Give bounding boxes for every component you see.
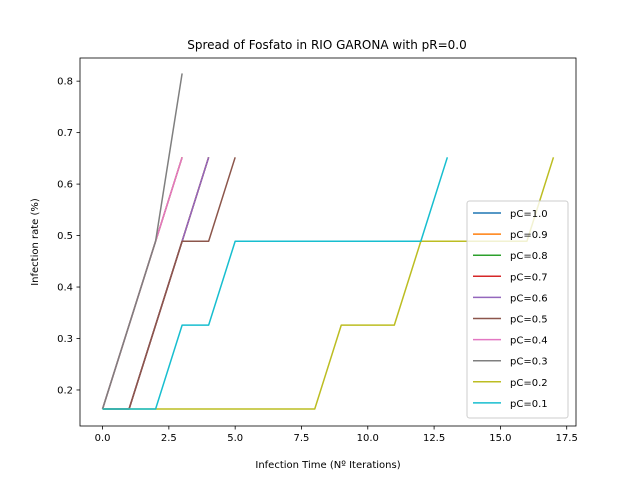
x-tick-label: 10.0 [357,433,379,444]
x-tick-label: 5.0 [227,433,243,444]
x-tick-label: 7.5 [294,433,310,444]
legend-label: pC=0.7 [510,272,548,283]
series-line-2 [102,157,210,410]
x-tick-label: 0.0 [95,433,111,444]
series-line-5 [102,157,236,410]
x-axis-label: Infection Time (Nº Iterations) [255,460,400,471]
series-line-9 [102,157,449,410]
legend-label: pC=0.9 [510,230,548,241]
y-tick-label: 0.4 [57,283,73,294]
legend-label: pC=0.3 [510,357,548,368]
legend-label: pC=0.2 [510,378,548,389]
x-axis: 0.0 2.5 5.0 7.5 10.0 12.5 15.0 17.5 [95,426,578,444]
legend-label: pC=0.8 [510,251,548,262]
y-tick-label: 0.7 [57,128,73,139]
legend-label: pC=0.1 [510,399,548,410]
x-tick-label: 15.0 [489,433,511,444]
series-line-4 [102,157,210,410]
y-tick-label: 0.8 [57,77,73,88]
series-line-7 [101,73,183,410]
y-axis: 0.2 0.3 0.4 0.5 0.6 0.7 0.8 [57,77,80,396]
legend-label: pC=1.0 [510,209,548,220]
x-tick-label: 12.5 [423,433,445,444]
legend-label: pC=0.5 [510,315,548,326]
y-tick-label: 0.5 [57,231,73,242]
y-axis-label: Infection rate (%) [30,198,41,286]
y-tick-label: 0.2 [57,385,73,396]
y-tick-label: 0.6 [57,180,73,191]
x-tick-label: 17.5 [556,433,578,444]
x-tick-label: 2.5 [161,433,177,444]
legend: pC=1.0 pC=0.9 pC=0.8 pC=0.7 pC=0.6 pC=0.5 pC=0… [466,200,569,419]
y-tick-label: 0.3 [57,334,73,345]
series-line-3 [102,157,210,410]
chart-title: Spread of Fosfato in RIO GARONA with pR=… [187,38,467,52]
legend-label: pC=0.4 [510,336,548,347]
legend-label: pC=0.6 [510,293,548,304]
plot-frame [79,57,577,427]
